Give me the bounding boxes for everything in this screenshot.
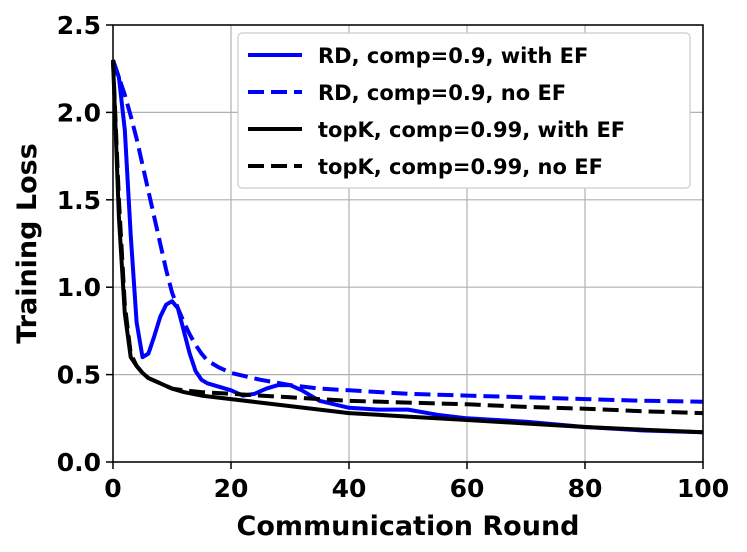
y-tick-label: 0.5 [57,361,101,390]
y-tick-label: 2.5 [57,11,101,40]
x-tick-label: 20 [214,474,249,503]
x-tick-label: 100 [677,474,729,503]
x-tick-label: 40 [332,474,367,503]
series-line-2 [111,59,704,404]
x-tick-label: 60 [450,474,485,503]
series-line-4 [111,59,704,416]
plot-frame [112,24,704,463]
x-tick-label: 80 [568,474,603,503]
axis-ticks: 0 20 40 60 80 100 0.0 0.5 1.0 1.5 2.0 2.5 [57,11,729,503]
y-tick-label: 0.0 [57,448,101,477]
y-axis-title: Training Loss [12,143,43,344]
legend-label-4: topK, comp=0.99, no EF [318,155,603,179]
y-tick-label: 2.0 [57,98,101,127]
y-tick-label: 1.0 [57,273,101,302]
series-line-1 [111,59,704,435]
x-tick-label: 0 [104,474,121,503]
legend-box [237,32,691,189]
legend-label-2: RD, comp=0.9, no EF [318,81,566,105]
x-axis-title: Communication Round [237,511,580,542]
legend-label-3: topK, comp=0.99, with EF [318,118,625,142]
y-tick-label: 1.5 [57,186,101,215]
legend-label-1: RD, comp=0.9, with EF [318,44,588,68]
legend: RD, comp=0.9, with EF RD, comp=0.9, no EF… [237,32,691,189]
series-lines [111,59,704,435]
